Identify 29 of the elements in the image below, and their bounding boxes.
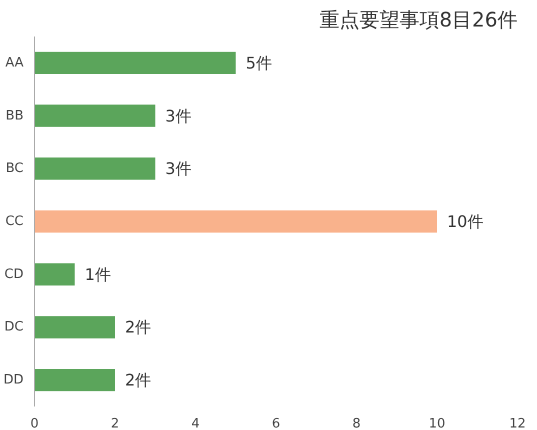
- y-tick-label: DC: [4, 320, 24, 335]
- y-tick-label: BC: [6, 161, 24, 176]
- y-tick-label: AA: [5, 55, 24, 70]
- bar: [34, 368, 115, 392]
- x-tick-label: 10: [428, 416, 446, 430]
- y-tick-label: DD: [3, 372, 24, 388]
- x-tick-label: 6: [272, 416, 280, 430]
- data-label: 3件: [165, 106, 192, 126]
- data-label: 2件: [125, 318, 152, 337]
- bar: [34, 316, 115, 338]
- data-label: 3件: [165, 159, 192, 178]
- data-label: 10件: [447, 212, 484, 231]
- bar: [34, 52, 236, 74]
- bar: [34, 210, 437, 233]
- y-tick-label: CC: [5, 214, 24, 229]
- y-tick-label: BB: [6, 108, 24, 124]
- y-tick-label: CD: [4, 266, 24, 282]
- chart-title: 重点要望事項8目26件: [319, 8, 518, 32]
- x-tick-label: 12: [509, 416, 526, 430]
- bar: [34, 263, 75, 286]
- data-label: 5件: [246, 53, 272, 72]
- x-tick-label: 0: [30, 416, 39, 430]
- x-tick-label: 2: [110, 416, 120, 430]
- x-tick-label: 8: [352, 416, 361, 430]
- bar: [34, 104, 156, 127]
- data-label: 1件: [84, 264, 111, 284]
- data-label: 2件: [125, 370, 152, 390]
- x-tick-label: 4: [191, 416, 200, 430]
- bar: [34, 158, 156, 180]
